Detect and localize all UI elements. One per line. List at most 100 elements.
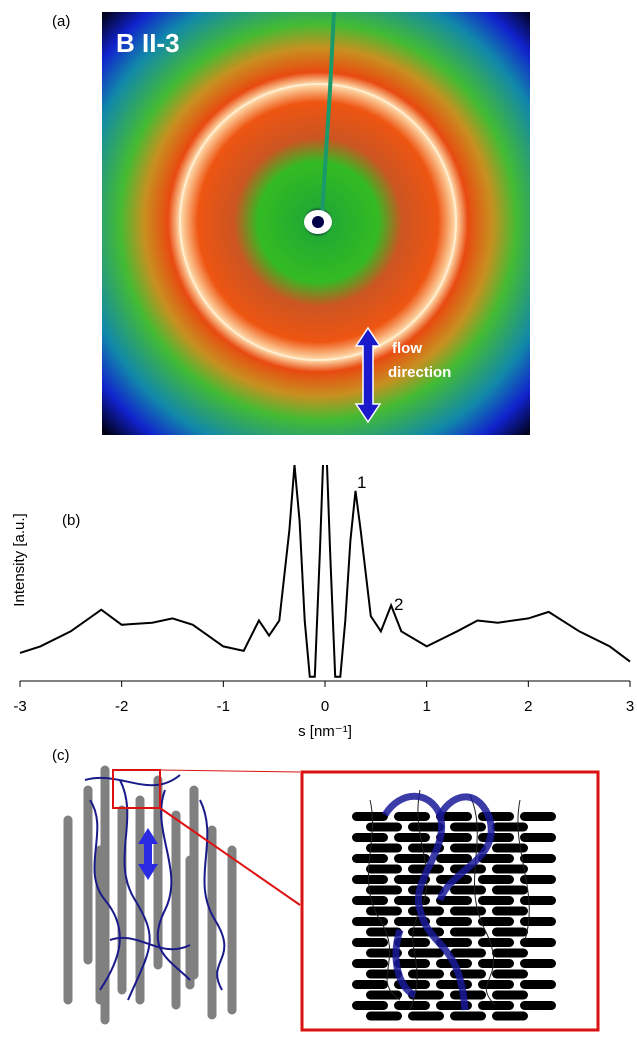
mesogen	[450, 1011, 486, 1021]
mesogen	[520, 896, 556, 905]
mesogen	[520, 875, 556, 884]
mesogen	[366, 885, 402, 895]
side-chain	[469, 794, 496, 1006]
panel-label: (a)	[52, 13, 70, 30]
mesogen	[366, 990, 402, 1000]
panel-label: (b)	[62, 512, 80, 529]
mesogen	[450, 906, 486, 916]
mesogen	[436, 980, 472, 989]
mesogen	[520, 1001, 556, 1010]
chain	[89, 799, 121, 991]
mesogen	[408, 948, 444, 958]
x-tick-label: 1	[422, 698, 430, 715]
mesogen	[352, 812, 388, 821]
mesogen	[366, 864, 402, 874]
structure-diagram	[63, 765, 600, 1032]
mesogen	[478, 938, 514, 947]
chain	[84, 774, 181, 787]
side-chain	[368, 799, 401, 1001]
mesogen	[450, 885, 486, 895]
mesogen	[450, 990, 486, 1000]
mesogen	[352, 896, 388, 905]
x-tick-label: 2	[524, 698, 532, 715]
mesogen	[492, 906, 528, 916]
mesogen	[352, 1001, 388, 1010]
x-tick-label: 3	[626, 698, 634, 715]
chain	[119, 779, 151, 1001]
chain	[156, 789, 191, 981]
mesogen	[366, 906, 402, 916]
mesogen	[492, 864, 528, 874]
mesogen	[408, 990, 444, 1000]
mesogen	[478, 959, 514, 968]
orientation-arrow	[138, 828, 158, 880]
mesogen	[408, 969, 444, 979]
data-line	[19, 465, 631, 678]
mesogen	[394, 938, 430, 947]
mesogen	[492, 885, 528, 895]
mesogen	[436, 854, 472, 863]
mesogen	[408, 1011, 444, 1021]
flow-arrow	[354, 326, 382, 424]
mesogen	[478, 854, 514, 863]
zoom-line	[159, 807, 301, 906]
mesogen	[478, 917, 514, 926]
mesogen	[366, 1011, 402, 1021]
peak-annotation: 2	[394, 595, 403, 614]
flow-label: flow	[392, 340, 422, 357]
chain	[109, 937, 191, 951]
panel-label: (c)	[52, 747, 70, 764]
mesogen	[492, 969, 528, 979]
x-tick-label: -1	[217, 698, 230, 715]
mesogen	[450, 822, 486, 832]
mesogen	[520, 959, 556, 968]
mesogen	[492, 948, 528, 958]
mesogen	[436, 896, 472, 905]
mesogen	[492, 1011, 528, 1021]
backbone	[382, 792, 469, 1011]
mesogen	[352, 833, 388, 842]
x-tick-label: -3	[13, 698, 26, 715]
x-tick-label: 0	[321, 698, 329, 715]
x-axis-label: s [nm⁻¹]	[298, 723, 352, 740]
mesogen	[394, 812, 430, 821]
mesogen	[408, 906, 444, 916]
backbone	[436, 793, 495, 902]
flow-label: direction	[388, 364, 451, 381]
mesogen	[478, 896, 514, 905]
y-axis-label: Intensity [a.u.]	[11, 513, 28, 606]
mesogen	[520, 980, 556, 989]
mesogen	[520, 812, 556, 821]
scattering-ring	[179, 83, 457, 361]
mesogen	[478, 875, 514, 884]
mesogen	[478, 980, 514, 989]
chain	[199, 799, 226, 991]
mesogen	[394, 854, 430, 863]
mesogen	[436, 812, 472, 821]
mesogen	[394, 959, 430, 968]
mesogen	[366, 843, 402, 853]
peak-annotation: 1	[357, 473, 366, 492]
mesogen	[352, 938, 388, 947]
mesogen	[478, 1001, 514, 1010]
mesogen	[366, 822, 402, 832]
mesogen	[366, 927, 402, 937]
backbone	[392, 928, 417, 999]
mesogen	[520, 938, 556, 947]
beam-center-core	[312, 216, 324, 228]
mesogen	[520, 854, 556, 863]
mesogen	[492, 843, 528, 853]
mesogen	[450, 927, 486, 937]
x-tick-label: -2	[115, 698, 128, 715]
mesogen	[478, 812, 514, 821]
zoom-region	[112, 769, 161, 809]
beam-stop	[320, 12, 336, 216]
mesogen	[436, 833, 472, 842]
side-chain	[517, 799, 530, 941]
mesogen	[394, 833, 430, 842]
mesogen	[478, 833, 514, 842]
mesogen	[492, 990, 528, 1000]
mesogen	[366, 969, 402, 979]
mesogen	[520, 833, 556, 842]
